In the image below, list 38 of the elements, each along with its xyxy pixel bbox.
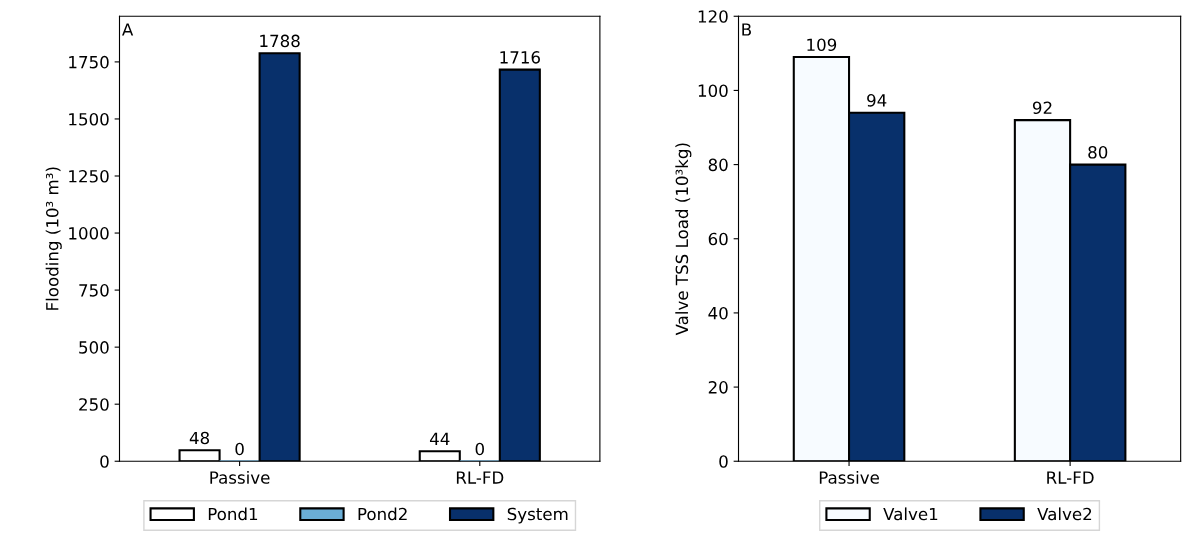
y-tick-label: 20 (708, 381, 728, 394)
x-tick-label: RL-FD (1047, 471, 1094, 484)
y-tick-label: 1250 (69, 169, 109, 183)
y-tick-label: 250 (79, 398, 109, 411)
y-tick-label: 1750 (69, 55, 109, 69)
x-tick-label: RL-FD (456, 471, 504, 484)
y-tick-label: 1000 (69, 227, 109, 240)
data-label: 92 (1032, 101, 1052, 115)
y-axis-title: Flooding (10³ m³) (45, 167, 62, 310)
legend-label: Pond2 (358, 507, 407, 521)
y-tick-label: 500 (79, 341, 109, 354)
y-tick-label: 0 (719, 455, 728, 468)
y-tick-label: 750 (79, 284, 109, 297)
data-label: 1716 (500, 51, 540, 64)
legend-label: Valve2 (1037, 507, 1092, 521)
data-label: 0 (235, 442, 244, 456)
legend-label: Pond1 (208, 507, 258, 521)
legend-label: Valve1 (883, 507, 938, 521)
x-tick-label: Passive (819, 470, 879, 484)
data-label: 44 (429, 432, 450, 445)
legend-label: System (507, 507, 568, 524)
data-label: 109 (807, 38, 837, 52)
y-tick-label: 120 (698, 10, 728, 23)
y-axis-title: Valve TSS Load (10³kg) (675, 143, 692, 336)
data-label: 80 (1088, 145, 1108, 159)
y-tick-label: 60 (708, 232, 728, 246)
y-tick-label: 1500 (69, 112, 109, 126)
y-tick-label: 0 (100, 455, 109, 468)
y-tick-label: 80 (708, 158, 728, 172)
annotation: A (122, 23, 134, 36)
x-tick-label: Passive (210, 470, 270, 484)
data-label: 0 (475, 442, 484, 456)
data-label: 1788 (260, 34, 300, 48)
annotation: B (742, 23, 751, 36)
y-tick-label: 100 (698, 84, 728, 97)
y-tick-label: 40 (708, 306, 728, 320)
data-label: 94 (867, 94, 887, 107)
data-label: 48 (189, 431, 210, 445)
